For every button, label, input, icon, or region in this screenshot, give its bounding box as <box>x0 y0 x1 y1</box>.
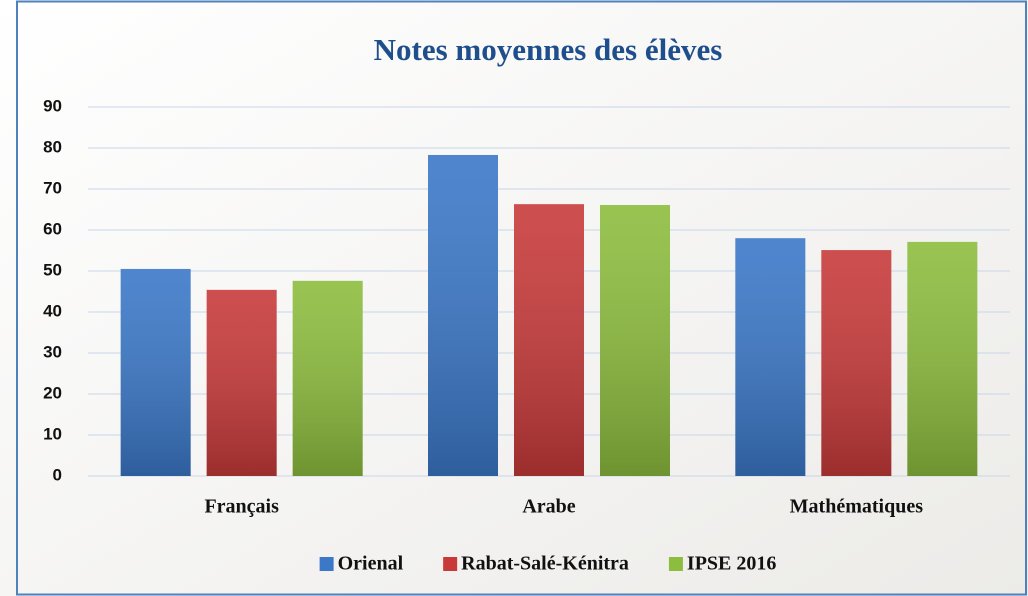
legend-label: Orienal <box>338 553 404 575</box>
y-tick-label: 0 <box>53 465 62 484</box>
y-tick-label: 10 <box>43 424 62 443</box>
legend-swatch <box>319 557 334 571</box>
bar-shade <box>600 204 670 477</box>
legend-label: IPSE 2016 <box>687 553 776 575</box>
bar-shade <box>206 289 277 476</box>
x-tick-label: Arabe <box>522 496 575 518</box>
chart-title: Notes moyennes des élèves <box>374 32 723 67</box>
chart-border <box>16 0 1027 596</box>
y-tick-label: 30 <box>43 342 62 361</box>
y-tick-label: 60 <box>43 219 62 238</box>
y-tick-label: 20 <box>43 383 62 402</box>
bar-shade <box>428 154 498 476</box>
x-tick-label: Français <box>204 496 279 518</box>
bar-shade <box>821 250 892 476</box>
y-tick-label: 70 <box>43 178 62 197</box>
legend-label: Rabat-Salé-Kénitra <box>461 553 629 575</box>
legend-swatch <box>443 557 458 571</box>
legend-swatch <box>668 557 683 571</box>
bar-shade <box>514 204 584 477</box>
bar-shade <box>735 238 806 476</box>
y-tick-label: 80 <box>43 137 62 156</box>
bar-shade <box>907 241 978 476</box>
y-tick-label: 40 <box>43 301 62 320</box>
y-tick-label: 50 <box>43 260 62 279</box>
bar-shade <box>292 280 363 476</box>
bar-shade <box>120 268 191 476</box>
y-tick-label: 90 <box>43 96 62 115</box>
x-tick-label: Mathématiques <box>790 496 924 518</box>
